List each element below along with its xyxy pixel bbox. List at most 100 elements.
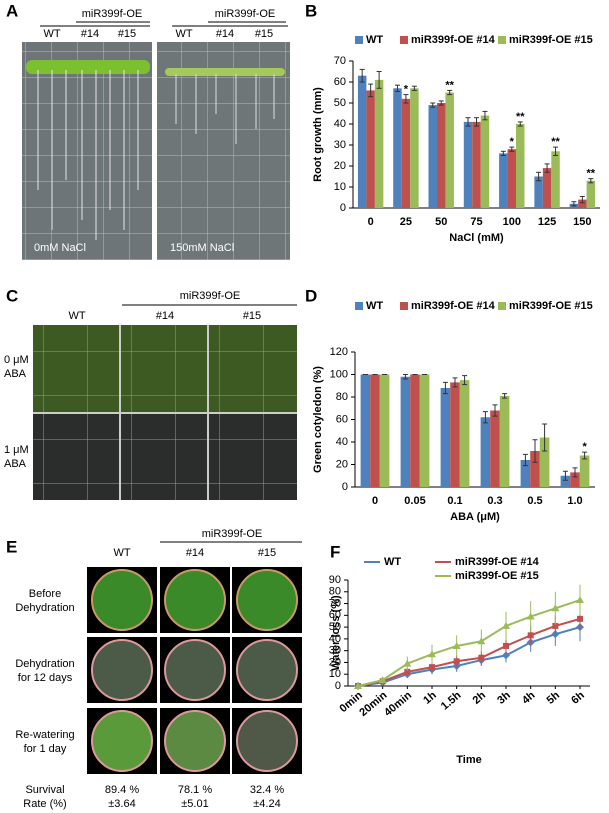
bar — [450, 382, 460, 487]
column-label: #15 — [243, 310, 261, 322]
y-tick-label: 60 — [336, 413, 348, 425]
error-bar — [517, 121, 523, 127]
column-label: #14 — [186, 547, 204, 559]
bar — [360, 374, 371, 487]
x-tick-label: 1.0 — [567, 495, 582, 507]
survival-rate: 78.1 % ±5.01 — [178, 784, 212, 810]
error-bar — [562, 470, 568, 481]
marker — [452, 641, 461, 649]
y-tick-label: 0 — [340, 202, 346, 214]
error-bar — [582, 451, 588, 460]
group-label: miR399f-OE — [202, 528, 263, 540]
x-tick-label: 75 — [470, 216, 482, 228]
x-tick-label: 40min — [382, 689, 414, 719]
marker — [526, 612, 535, 620]
row-label: 1 μM ABA — [4, 444, 29, 470]
panel-label: C — [6, 286, 18, 305]
bar — [428, 105, 437, 208]
error-bar — [447, 89, 453, 96]
group-label: miR399f-OE — [82, 8, 143, 20]
bar — [472, 121, 481, 208]
column-label: #14 — [81, 28, 99, 40]
bar — [579, 455, 590, 487]
error-bar — [368, 83, 374, 98]
y-tick-label: 70 — [334, 55, 346, 67]
y-tick-label: 50 — [329, 621, 341, 633]
significance: * — [582, 441, 587, 453]
y-tick-label: 120 — [330, 346, 348, 358]
legend-swatch — [355, 302, 363, 310]
column-label: WT — [113, 547, 130, 559]
marker — [477, 637, 486, 645]
y-tick-label: 60 — [329, 609, 341, 621]
legend-swatch — [355, 36, 363, 44]
y-tick-label: 10 — [334, 181, 346, 193]
marker — [551, 604, 560, 612]
column-label: #15 — [255, 28, 273, 40]
row-label: 0 μM ABA — [4, 354, 29, 380]
y-tick-label: 90 — [329, 574, 341, 586]
y-tick-label: 20 — [334, 160, 346, 172]
photo-caption: 150mM NaCl — [170, 242, 234, 254]
bar — [516, 124, 525, 208]
bar — [520, 460, 531, 487]
bar — [357, 75, 367, 208]
error-bar — [438, 100, 444, 106]
error-bar — [502, 393, 508, 399]
y-tick-label: 80 — [336, 391, 348, 403]
y-tick-label: 30 — [334, 139, 346, 151]
x-tick-label: 6h — [569, 689, 587, 707]
legend-swatch — [400, 302, 408, 310]
x-tick-label: 5h — [545, 689, 563, 707]
marker — [527, 632, 534, 639]
bar — [419, 374, 430, 487]
bar — [480, 417, 491, 487]
bar — [401, 98, 411, 208]
photo — [22, 42, 290, 260]
x-tick-label: 0.5 — [527, 495, 542, 507]
legend-label: miR399f-OE #15 — [509, 34, 593, 46]
row-label: Before Dehydration — [15, 588, 74, 614]
marker — [478, 654, 485, 661]
error-bar — [462, 375, 468, 386]
marker — [429, 664, 435, 671]
column-label: #14 — [216, 28, 234, 40]
x-tick-label: 0.1 — [447, 495, 462, 507]
error-bar — [553, 146, 559, 156]
photo — [33, 325, 297, 500]
marker — [378, 676, 387, 684]
y-tick-label: 10 — [329, 668, 341, 680]
bar — [507, 149, 517, 208]
y-tick-label: 40 — [329, 633, 341, 645]
bar — [379, 374, 390, 487]
x-axis-label: NaCl (mM) — [449, 232, 504, 244]
bar — [400, 376, 411, 487]
error-bar — [482, 110, 488, 121]
marker — [502, 651, 510, 660]
legend-label: miR399f-OE #14 — [411, 300, 496, 312]
error-bar — [403, 94, 409, 104]
y-tick-label: 60 — [334, 76, 346, 88]
error-bar — [465, 117, 471, 127]
error-bar — [509, 146, 515, 152]
row-label: Re-watering for 1 day — [15, 729, 74, 755]
marker — [428, 650, 436, 658]
x-tick-label: 100 — [503, 216, 521, 228]
x-tick-label: 50 — [435, 216, 447, 228]
legend-label: WT — [366, 300, 383, 312]
error-bar — [442, 381, 448, 395]
legend-label: miR399f-OE #14 — [411, 34, 496, 46]
error-bar — [474, 117, 479, 127]
line — [357, 617, 581, 687]
x-tick-label: 4h — [520, 689, 538, 707]
bar — [534, 176, 543, 208]
group-label: miR399f-OE — [215, 8, 276, 20]
bar — [570, 472, 580, 487]
group-label: miR399f-OE — [180, 290, 241, 302]
bar — [480, 115, 490, 208]
bar — [436, 103, 446, 208]
row-label: Dehydration for 12 days — [15, 658, 74, 684]
x-tick-label: 25 — [400, 216, 412, 228]
bar — [440, 388, 451, 487]
marker — [404, 668, 411, 675]
